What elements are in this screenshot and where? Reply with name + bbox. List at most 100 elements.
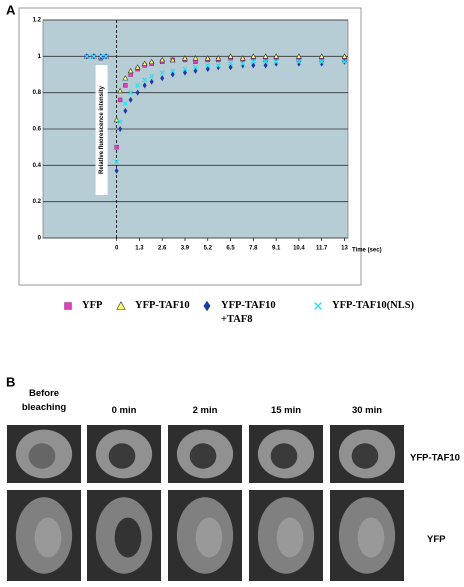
row-label: YFP: [427, 534, 446, 545]
point: [215, 62, 221, 68]
x-axis-label: Time (sec): [352, 248, 382, 254]
y-tick-label: 0.4: [33, 163, 42, 169]
point: [128, 90, 134, 96]
x-tick-label: 5.2: [204, 246, 213, 252]
point: [159, 56, 166, 63]
point: [319, 59, 325, 65]
point: [169, 56, 176, 63]
point: [103, 53, 109, 59]
point: [250, 59, 256, 65]
point: [250, 53, 257, 59]
point: [134, 64, 141, 70]
legend-marker: [116, 301, 126, 310]
point: [341, 59, 347, 65]
point: [182, 66, 188, 72]
point: [251, 62, 256, 69]
point: [192, 55, 199, 61]
nucleus: [34, 517, 62, 558]
y-tick-label: 0.6: [33, 127, 42, 133]
point: [135, 82, 141, 88]
x-tick-label: 0: [115, 246, 119, 252]
x-tick-label: 3.9: [181, 246, 190, 252]
point: [240, 61, 246, 67]
nucleus: [270, 443, 298, 469]
point: [122, 101, 128, 107]
point: [204, 55, 211, 61]
point: [296, 59, 302, 65]
point: [98, 53, 104, 59]
y-tick-label: 0.8: [33, 90, 42, 96]
legend-marker: [203, 300, 211, 312]
x-tick-label: 9.1: [272, 246, 281, 252]
point: [296, 53, 302, 59]
nucleus: [351, 443, 379, 469]
point: [193, 64, 198, 70]
point: [228, 61, 234, 67]
panel-label: A: [6, 2, 16, 17]
point: [149, 73, 155, 79]
point: [205, 66, 210, 73]
x-tick-label: 7.8: [249, 246, 258, 252]
point: [117, 119, 123, 125]
point: [114, 144, 119, 150]
legend-label: YFP-TAF10: [135, 300, 190, 311]
column-header: 15 min: [271, 405, 301, 416]
point: [127, 67, 134, 74]
column-header: 30 min: [352, 405, 382, 416]
point: [228, 64, 233, 71]
point: [142, 77, 148, 83]
panel-label: B: [6, 374, 15, 389]
nucleus: [195, 517, 223, 558]
y-tick-label: 1: [38, 54, 42, 60]
point: [182, 69, 187, 76]
legend-label: YFP-TAF10(NLS): [332, 300, 415, 311]
row-label: YFP-TAF10: [410, 453, 460, 464]
point: [215, 55, 222, 61]
legend-label: YFP-TAF10 +TAF8: [221, 300, 276, 325]
legend-marker: [314, 302, 322, 310]
point: [273, 59, 279, 65]
point: [341, 53, 348, 59]
point: [273, 53, 280, 59]
point: [113, 116, 120, 123]
point: [91, 53, 97, 59]
y-tick-label: 0: [38, 236, 42, 242]
point: [123, 83, 128, 88]
point: [114, 159, 120, 165]
point: [205, 62, 211, 68]
column-header: 2 min: [193, 405, 218, 416]
point: [122, 75, 129, 81]
point: [239, 55, 246, 61]
point: [149, 78, 154, 85]
y-tick-label: 0.2: [33, 199, 42, 205]
x-tick-label: 6.5: [226, 246, 235, 252]
point: [117, 87, 124, 94]
point: [123, 107, 128, 114]
point: [159, 70, 165, 76]
nucleus: [189, 443, 217, 469]
y-label-bg: [95, 65, 108, 195]
x-tick-label: 13: [341, 246, 348, 252]
point: [170, 68, 176, 74]
point: [117, 97, 123, 103]
x-tick-label: 10.4: [293, 246, 305, 252]
x-tick-label: 1.3: [135, 246, 144, 252]
y-tick-label: 1.2: [33, 18, 42, 24]
nucleus: [28, 443, 56, 469]
legend-label: YFP: [82, 300, 103, 311]
x-tick-label: 11.7: [316, 246, 328, 252]
point: [160, 75, 165, 82]
nucleus: [108, 443, 136, 469]
nucleus: [276, 517, 304, 558]
nucleus: [114, 517, 142, 558]
nucleus: [357, 517, 385, 558]
column-header: Before bleaching: [22, 388, 67, 413]
point: [114, 167, 119, 174]
point: [142, 82, 147, 89]
point: [318, 53, 325, 59]
column-header: 0 min: [112, 405, 137, 416]
legend-marker: [64, 302, 72, 310]
x-tick-label: 2.6: [158, 246, 167, 252]
